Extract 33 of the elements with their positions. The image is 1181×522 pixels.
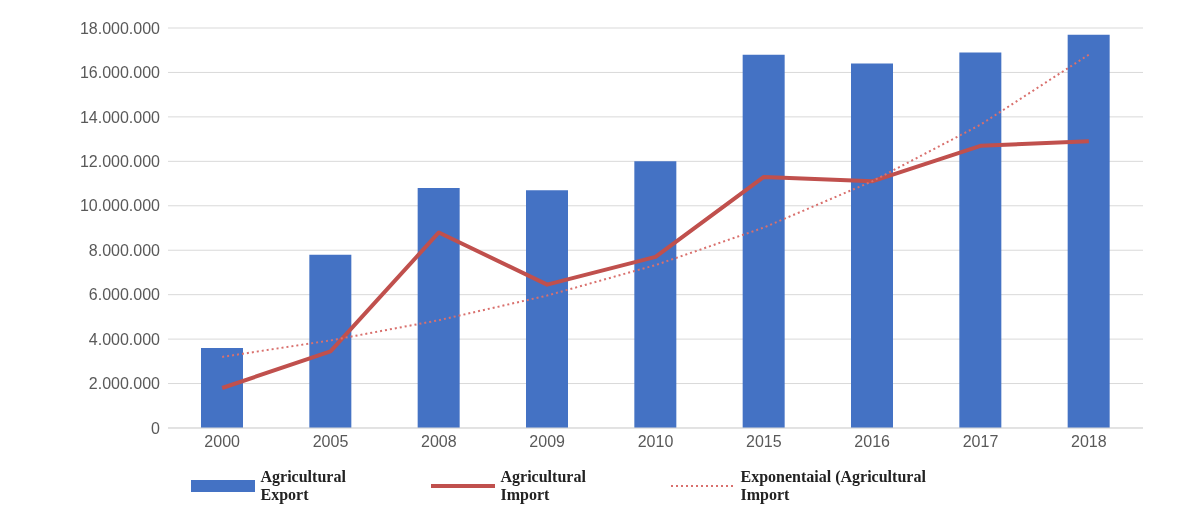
x-tick-label: 2009 (529, 433, 566, 451)
y-tick-label: 14.000.000 (79, 108, 161, 126)
x-tick-label: 2018 (1071, 433, 1107, 451)
legend-label: Agricultural Import (500, 468, 587, 504)
bar (309, 254, 352, 428)
bar (1067, 34, 1110, 428)
bar (742, 54, 785, 428)
line-series (220, 139, 1091, 390)
x-tick-label: 2008 (421, 433, 457, 451)
legend-label: Exponentaial (Agricultural Import (740, 468, 927, 504)
y-tick-label: 16.000.000 (79, 64, 161, 82)
bar (526, 190, 568, 428)
bar (417, 188, 460, 428)
bar (634, 161, 677, 428)
x-tick-label: 2016 (854, 433, 891, 451)
y-tick-label: 4.000.000 (88, 330, 161, 348)
y-tick-label: 2.000.000 (88, 375, 161, 393)
x-tick-label: 2015 (746, 433, 782, 451)
y-tick-label: 6.000.000 (88, 286, 161, 304)
bar (851, 63, 893, 428)
line-series (221, 53, 1090, 358)
bar (959, 52, 1002, 428)
y-tick-label: 18.000.000 (79, 19, 161, 37)
legend-label: Agricultural Export (260, 468, 347, 504)
y-tick-label: 0 (151, 419, 161, 437)
y-tick-label: 12.000.000 (79, 153, 161, 171)
bar (201, 348, 243, 428)
x-tick-label: 2005 (312, 433, 349, 451)
y-tick-label: 8.000.000 (88, 241, 161, 259)
x-tick-label: 2000 (204, 433, 241, 451)
x-tick-label: 2017 (962, 433, 999, 451)
x-tick-label: 2010 (637, 433, 674, 451)
y-tick-label: 10.000.000 (79, 197, 161, 215)
